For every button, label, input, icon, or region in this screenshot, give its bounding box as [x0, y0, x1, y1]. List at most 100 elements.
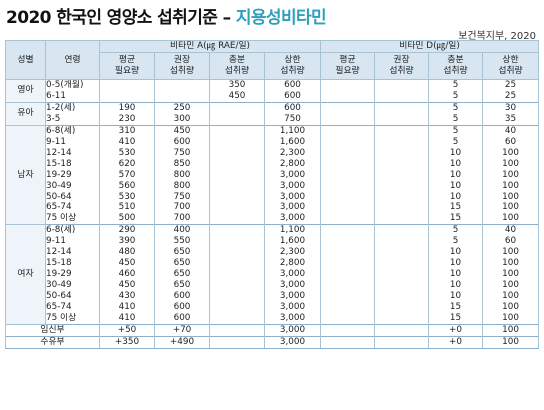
- subheader-col: 권장 섭취량: [154, 52, 210, 80]
- value-cell: 100: [482, 313, 540, 325]
- value-cell: [320, 124, 376, 137]
- page-title: 2020 한국인 영양소 섭취기준 – 지용성비타민: [6, 3, 327, 28]
- subheader-line: 섭취량: [224, 66, 250, 76]
- value-cell: [209, 291, 265, 303]
- value-cell: 600: [154, 302, 210, 314]
- value-cell: 10: [428, 180, 484, 192]
- special-row: 수유부 +350 +490 3,000 +0 100: [5, 335, 540, 349]
- subheader-col: 권장 섭취량: [374, 52, 430, 80]
- value-cell: 460: [99, 269, 155, 281]
- age-cell: 9-11: [45, 136, 100, 148]
- value-cell: [320, 236, 376, 248]
- age-cell: 15-18: [45, 158, 100, 170]
- value-cell: 3,000: [263, 280, 322, 292]
- value-cell: 570: [99, 169, 155, 181]
- value-cell: 450: [99, 258, 155, 270]
- age-cell: 50-64: [45, 291, 100, 303]
- table-row: 12-14 480 650 2,300 10 100: [6, 247, 540, 259]
- value-cell: 450: [154, 124, 210, 137]
- value-cell: 1,600: [263, 236, 322, 248]
- value-cell: 5: [428, 136, 484, 148]
- group-label: 여자: [5, 224, 46, 325]
- value-cell: [374, 202, 430, 214]
- value-cell: [374, 224, 430, 237]
- value-cell: 5: [428, 124, 484, 137]
- value-cell: [209, 147, 265, 159]
- subheader-line: 섭취량: [443, 66, 468, 76]
- value-cell: [374, 313, 430, 325]
- value-cell: 15: [428, 313, 484, 325]
- value-cell: +350: [99, 335, 155, 349]
- value-cell: 600: [154, 136, 210, 148]
- value-cell: [320, 169, 376, 181]
- value-cell: [209, 269, 265, 281]
- value-cell: 15: [428, 202, 484, 214]
- value-cell: 550: [154, 236, 210, 248]
- value-cell: 35: [482, 113, 540, 126]
- age-cell: 3-5: [45, 113, 100, 126]
- value-cell: 600: [263, 90, 322, 103]
- value-cell: 15: [428, 302, 484, 314]
- table-row: 9-11 410 600 1,600 5 60: [6, 136, 540, 148]
- header-vitamin-d: 비타민 D(㎍/일): [320, 40, 540, 53]
- value-cell: [320, 323, 376, 337]
- value-cell: [374, 335, 430, 349]
- value-cell: 2,300: [263, 247, 322, 259]
- value-cell: +50: [99, 323, 155, 337]
- value-cell: 10: [428, 258, 484, 270]
- value-cell: [209, 335, 265, 349]
- value-cell: 100: [482, 191, 540, 203]
- value-cell: [209, 313, 265, 325]
- subheader-line: 평균: [118, 55, 136, 65]
- group-label: 영아: [5, 79, 46, 103]
- table-row: 75 이상 410 600 3,000 15 100: [6, 313, 540, 325]
- value-cell: 310: [99, 124, 155, 137]
- subheader-col: 충분 섭취량: [209, 52, 265, 80]
- value-cell: 100: [482, 269, 540, 281]
- age-cell: 75 이상: [45, 213, 100, 225]
- value-cell: 1,100: [263, 124, 322, 137]
- value-cell: 100: [482, 323, 540, 337]
- value-cell: [320, 258, 376, 270]
- value-cell: 3,000: [263, 291, 322, 303]
- table-row: 3-5 230 300 750 5 35: [6, 113, 540, 126]
- value-cell: [209, 180, 265, 192]
- value-cell: 600: [263, 78, 322, 91]
- subheader-col: 평균 필요량: [320, 52, 376, 80]
- subheader-line: 섭취량: [280, 66, 305, 76]
- value-cell: 530: [99, 147, 155, 159]
- value-cell: [209, 247, 265, 259]
- value-cell: 410: [99, 313, 155, 325]
- value-cell: [320, 280, 376, 292]
- value-cell: 750: [263, 113, 322, 126]
- table-row: 6-11 450 600 5 25: [6, 90, 540, 103]
- value-cell: [209, 191, 265, 203]
- title-accent: 지용성비타민: [235, 8, 327, 28]
- age-cell: 15-18: [45, 258, 100, 270]
- value-cell: 290: [99, 224, 155, 237]
- value-cell: 60: [482, 236, 540, 248]
- value-cell: 350: [209, 78, 265, 91]
- value-cell: 10: [428, 158, 484, 170]
- value-cell: 410: [99, 302, 155, 314]
- value-cell: [320, 191, 376, 203]
- age-cell: 6-11: [45, 90, 100, 103]
- value-cell: [209, 158, 265, 170]
- value-cell: 10: [428, 147, 484, 159]
- value-cell: 25: [482, 78, 540, 91]
- value-cell: 500: [99, 213, 155, 225]
- value-cell: 5: [428, 101, 484, 114]
- value-cell: [374, 236, 430, 248]
- value-cell: 620: [99, 158, 155, 170]
- age-cell: 6-8(세): [45, 124, 100, 137]
- value-cell: 650: [154, 258, 210, 270]
- value-cell: 10: [428, 169, 484, 181]
- age-cell: 수유부: [5, 335, 100, 349]
- value-cell: 100: [482, 213, 540, 225]
- value-cell: 650: [154, 247, 210, 259]
- value-cell: 190: [99, 101, 155, 114]
- table-row: 15-18 450 650 2,800 10 100: [6, 258, 540, 270]
- value-cell: 2,800: [263, 158, 322, 170]
- value-cell: 750: [154, 147, 210, 159]
- value-cell: 3,000: [263, 213, 322, 225]
